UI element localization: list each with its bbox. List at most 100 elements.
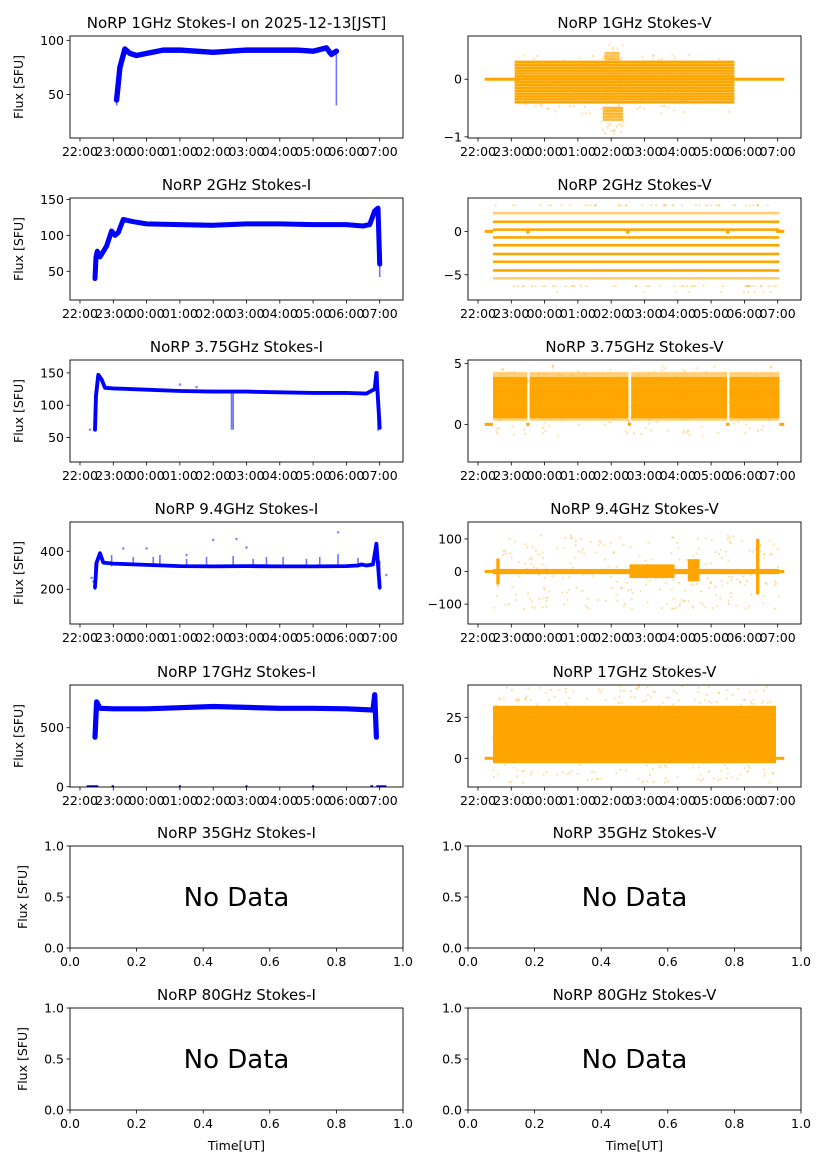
data-point [606,126,609,129]
y-axis-label: Flux [SFU] [11,217,26,281]
data-point [662,86,665,89]
data-point [640,725,644,728]
data-point [724,738,727,741]
x-tick-label: 0.4 [591,1116,611,1131]
data-point [594,390,598,393]
data-point [699,601,702,604]
data-point [654,382,657,385]
data-point [730,575,733,579]
data-point [495,412,498,415]
data-point [672,536,675,539]
data-point [604,132,607,135]
y-tick-label: 100 [40,228,64,243]
data-point [544,596,548,599]
data-point [561,85,564,88]
data-point [613,60,616,63]
data-point [720,769,723,773]
data-point [542,586,546,590]
data-point [529,698,532,701]
data-point [710,539,713,542]
data-point [694,204,697,207]
data-point [690,583,693,586]
x-tick-label: 1.0 [393,1116,413,1131]
data-point [604,698,607,701]
data-point [613,713,616,716]
data-point [632,743,635,747]
x-tick-label: 01:00 [560,793,596,808]
data-point [535,55,539,58]
data-point [750,398,753,401]
data-point [716,725,719,728]
x-tick-label: 03:00 [228,793,264,808]
data-point [515,396,518,400]
data-point [511,713,515,716]
data-point [560,204,563,207]
data-point [733,405,736,409]
data-point [651,767,654,771]
y-tick-label: 50 [48,430,64,445]
data-point [720,579,724,582]
data-point [541,758,544,761]
data-point [561,747,564,751]
data-point [696,777,699,781]
data-point [626,747,630,750]
data-point [703,699,707,702]
data-point [511,586,514,589]
data-point [549,688,553,692]
data-point [748,204,751,207]
data-point [752,284,755,288]
data-point [517,697,520,700]
data-point [612,748,615,751]
data-point [695,367,698,370]
data-level-line [492,393,528,397]
data-point [749,403,752,407]
data-point [582,715,585,718]
data-point [572,690,575,693]
data-point [522,607,526,610]
data-point [617,52,620,55]
data-point [611,48,614,51]
data-point [665,89,668,92]
x-tick-label: 23:00 [493,306,529,321]
data-point [538,598,541,601]
data-point [604,599,607,603]
data-baseline [776,229,785,233]
data-point [611,73,614,76]
data-point [495,427,499,430]
x-tick-label: 0.6 [260,954,280,969]
data-point [524,751,527,755]
data-point [513,415,517,418]
data-point [536,704,540,708]
data-point [521,284,525,288]
data-point [683,705,686,708]
x-tick-label: 0.0 [458,1116,478,1131]
data-point [689,93,692,97]
data-point [600,688,603,691]
data-point [541,551,544,554]
data-point [727,602,731,605]
data-point [742,291,746,294]
data-point [769,553,772,556]
data-point [564,284,568,288]
data-point [761,750,764,754]
data-point [600,120,603,123]
data-point [654,76,657,79]
data-point [499,419,502,422]
data-point [508,537,511,541]
data-point [724,764,727,767]
data-point [756,755,759,758]
data-point [505,686,508,689]
data-point [750,700,753,703]
data-point [661,395,664,398]
x-tick-label: 02:00 [195,630,231,645]
data-point [609,410,612,413]
data-point [565,591,569,594]
x-tick-label: 02:00 [195,468,231,483]
data-point [681,392,684,395]
data-point [773,580,776,583]
data-point [635,688,638,691]
data-point [727,401,731,404]
data-point [581,548,585,551]
